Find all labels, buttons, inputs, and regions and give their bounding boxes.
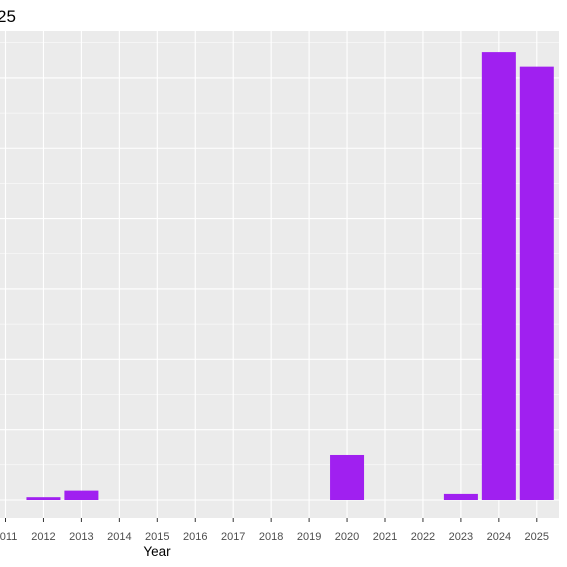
bar-2023	[443, 493, 478, 500]
x-tick-label-2011: 2011	[0, 531, 17, 543]
x-tick-label-2017: 2017	[221, 531, 245, 543]
x-tick-label-2015: 2015	[145, 531, 169, 543]
plot-panel	[0, 31, 559, 518]
bar-2012	[26, 497, 61, 500]
x-tick-label-2012: 2012	[31, 531, 55, 543]
x-tick-label-2022: 2022	[411, 531, 435, 543]
bar-2013	[64, 490, 99, 500]
minor-gridlines	[0, 42, 559, 466]
x-axis-tick-labels: 2011 2012 2013 2014 2015 2016 2017 2018 2019 2020…	[0, 531, 549, 543]
x-tick-label-2020: 2020	[335, 531, 359, 543]
bar-2024	[481, 52, 516, 500]
bars	[26, 52, 554, 501]
bar-2020	[330, 454, 365, 500]
x-tick-label-2014: 2014	[107, 531, 131, 543]
x-tick-label-2016: 2016	[183, 531, 207, 543]
x-tick-label-2024: 2024	[487, 531, 511, 543]
bar-2025	[519, 66, 554, 501]
x-tick-label-2021: 2021	[373, 531, 397, 543]
x-axis-title: Year	[143, 544, 171, 559]
chart-title: 25	[0, 7, 16, 26]
x-tick-label-2019: 2019	[297, 531, 321, 543]
x-tick-label-2018: 2018	[259, 531, 283, 543]
x-tick-label-2025: 2025	[525, 531, 549, 543]
x-tick-label-2023: 2023	[449, 531, 473, 543]
x-axis-ticks	[5, 518, 538, 522]
x-tick-label-2013: 2013	[69, 531, 93, 543]
